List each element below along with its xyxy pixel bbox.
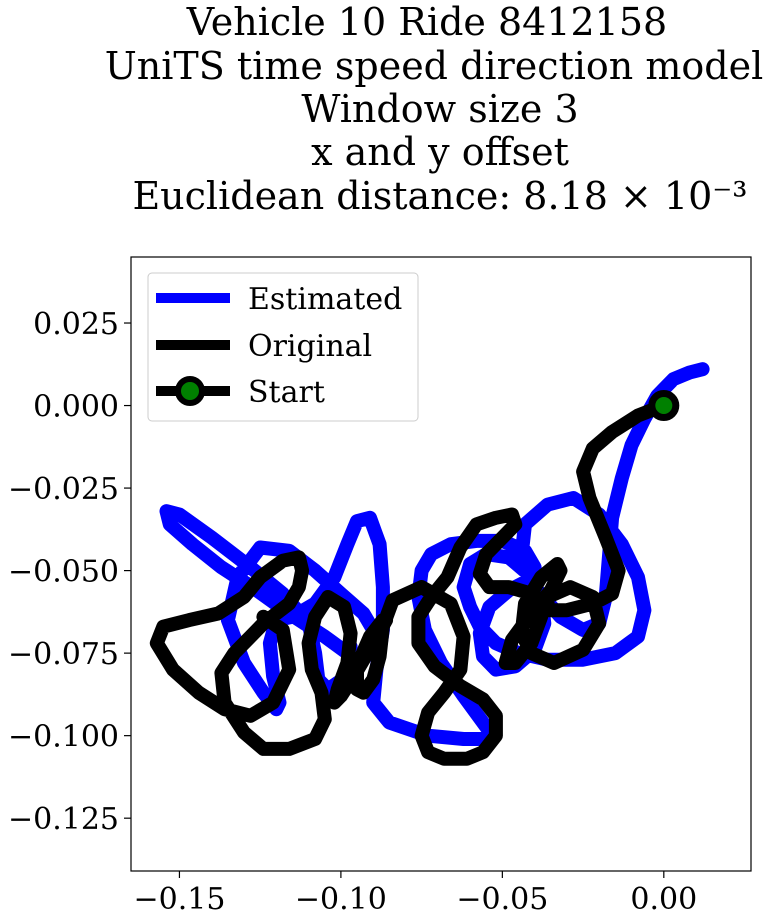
start-marker bbox=[648, 390, 680, 422]
y-tick-label: −0.075 bbox=[8, 637, 119, 672]
legend-label-original: Original bbox=[248, 329, 372, 364]
y-tick-label: −0.050 bbox=[8, 555, 119, 590]
y-tick-label: −0.100 bbox=[8, 720, 119, 755]
series-line-original bbox=[149, 398, 671, 766]
title-line-2: UniTS time speed direction model bbox=[105, 44, 764, 88]
x-tick-label: 0.00 bbox=[630, 882, 697, 917]
x-tick-label: −0.05 bbox=[456, 882, 548, 917]
legend-label-estimated: Estimated bbox=[248, 282, 402, 317]
legend-box bbox=[147, 272, 419, 422]
x-axis: −0.15 −0.10 −0.05 0.00 bbox=[133, 871, 697, 917]
legend: Estimated Original Start bbox=[147, 272, 419, 422]
x-tick-label: −0.15 bbox=[133, 882, 225, 917]
axes-frame bbox=[130, 256, 752, 872]
title-line-4: x and y offset bbox=[311, 130, 569, 174]
legend-swatch-start-marker bbox=[175, 376, 205, 406]
legend-label-start: Start bbox=[248, 375, 325, 410]
chart-title: Vehicle 10 Ride 8412158 UniTS time speed… bbox=[105, 0, 764, 218]
x-tick-label: −0.10 bbox=[295, 882, 387, 917]
start-marker-layer bbox=[648, 390, 680, 422]
title-line-3: Window size 3 bbox=[301, 87, 578, 131]
y-tick-label: −0.125 bbox=[8, 802, 119, 837]
y-tick-label: −0.025 bbox=[8, 472, 119, 507]
y-tick-label: 0.000 bbox=[33, 390, 119, 425]
series-layer bbox=[149, 362, 710, 766]
title-line-5: Euclidean distance: 8.18 × 10⁻³ bbox=[132, 174, 747, 218]
y-tick-label: 0.025 bbox=[33, 307, 119, 342]
title-line-1: Vehicle 10 Ride 8412158 bbox=[186, 0, 667, 44]
y-axis: 0.025 0.000 −0.025 −0.050 −0.075 −0.100 −0.125 bbox=[8, 307, 131, 837]
